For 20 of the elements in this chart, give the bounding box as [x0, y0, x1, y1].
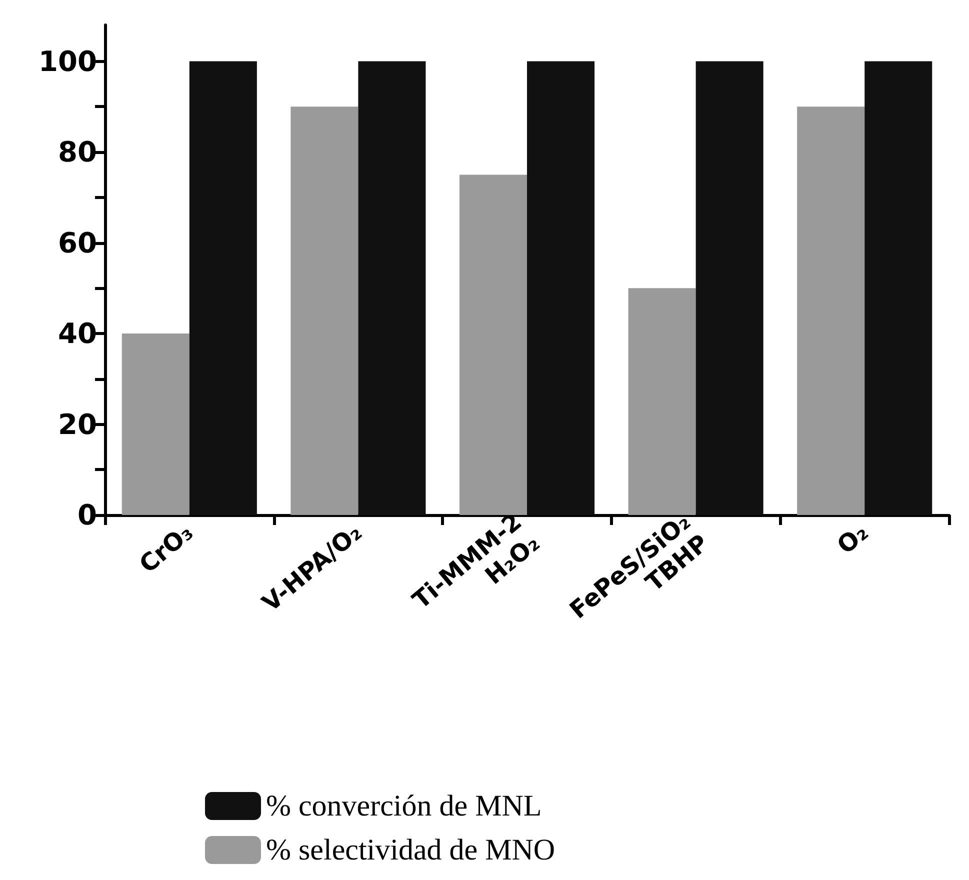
bar [358, 61, 426, 515]
y-tick-label: 40 [58, 317, 97, 350]
y-tick-label: 20 [58, 408, 97, 441]
bar [459, 174, 527, 515]
y-tick-label: 0 [78, 498, 97, 532]
x-tick-label: CrO₃ [134, 518, 198, 579]
bar [628, 288, 696, 515]
bar [797, 106, 865, 515]
legend-label: % converción de MNL [266, 790, 542, 822]
bar [122, 334, 190, 515]
bar [290, 106, 358, 515]
legend-label: % selectividad de MNO [266, 834, 556, 866]
y-tick-label: 80 [58, 136, 97, 169]
bar [696, 61, 764, 515]
y-tick-label: 100 [38, 44, 97, 78]
bar [864, 61, 932, 515]
bar [527, 61, 595, 515]
y-tick-label: 60 [58, 226, 97, 260]
x-tick-label: O₂ [832, 518, 874, 560]
bar [189, 61, 257, 515]
